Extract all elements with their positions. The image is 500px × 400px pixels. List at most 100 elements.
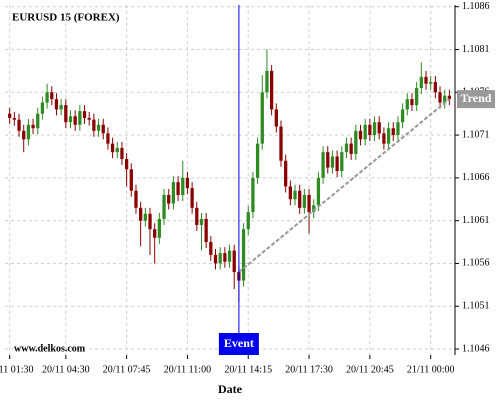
candle-body xyxy=(354,130,358,154)
candle-body xyxy=(64,105,68,123)
candle-body xyxy=(73,116,77,125)
candle-body xyxy=(129,169,133,191)
candle-body xyxy=(363,124,367,140)
event-label-box xyxy=(218,333,259,355)
candle-body xyxy=(279,126,283,161)
candle-body xyxy=(50,92,54,100)
y-tick-label: 1.1051 xyxy=(462,301,490,312)
candle-body xyxy=(8,113,12,118)
candle-body xyxy=(17,119,21,131)
candle-body xyxy=(26,124,31,140)
candle-body xyxy=(157,218,162,238)
candle-body xyxy=(269,70,274,110)
candle-body xyxy=(167,194,171,204)
candle-body xyxy=(181,177,185,195)
candle-body xyxy=(92,119,96,131)
candle-body xyxy=(120,147,124,160)
candle-body xyxy=(101,124,105,134)
candle-body xyxy=(438,92,442,103)
candle-body xyxy=(326,152,330,168)
candle-body xyxy=(358,130,363,140)
candle-body xyxy=(316,177,321,206)
candle-body xyxy=(424,76,428,84)
candle-body xyxy=(372,122,377,136)
candle-body xyxy=(307,194,311,213)
trend-label: Trend xyxy=(461,91,492,105)
x-tick-label: 20/11 11:00 xyxy=(164,364,211,375)
candle-body xyxy=(330,156,335,168)
candle-body xyxy=(335,156,339,172)
candle-body xyxy=(368,124,372,136)
x-tick-label: 20/11 01:30 xyxy=(0,364,34,375)
marks xyxy=(8,49,452,302)
candle-body xyxy=(321,152,325,178)
candle-body xyxy=(302,194,307,208)
candle-body xyxy=(134,190,138,208)
source-label: www.delkos.com xyxy=(14,343,86,354)
y-tick-label: 1.1086 xyxy=(462,1,490,12)
candle-body xyxy=(386,128,391,144)
candle-body xyxy=(396,122,400,136)
y-tick-label: 1.1071 xyxy=(462,129,490,140)
candle-body xyxy=(162,194,166,219)
candle-body xyxy=(410,99,414,106)
candle-body xyxy=(36,113,40,129)
candle-body xyxy=(87,117,91,120)
candle-body xyxy=(274,109,278,127)
candle-body xyxy=(110,143,115,153)
candle-body xyxy=(223,253,227,262)
candle-body xyxy=(349,143,353,154)
candle-body xyxy=(22,130,26,140)
candle-body xyxy=(185,177,190,189)
candle-body xyxy=(106,133,110,144)
candle-body xyxy=(31,124,35,129)
candle-body xyxy=(54,99,59,110)
x-tick-label: 20/11 17:30 xyxy=(285,364,333,375)
candle-body xyxy=(176,182,180,195)
candle-body xyxy=(68,116,73,123)
candle-body xyxy=(405,99,409,110)
candle-body xyxy=(209,242,213,255)
x-axis-label: Date xyxy=(218,382,243,396)
x-tick-label: 20/11 07:45 xyxy=(103,364,151,375)
y-tick-label: 1.1046 xyxy=(462,343,490,354)
trend-line xyxy=(238,98,451,273)
candle-body xyxy=(232,250,236,272)
candle-body xyxy=(312,205,316,213)
x-tick-label: 20/11 04:30 xyxy=(42,364,90,375)
candle-body xyxy=(115,147,119,153)
candle-body xyxy=(171,182,176,204)
candle-body xyxy=(227,250,232,262)
candle-body xyxy=(400,109,405,123)
candle-body xyxy=(241,229,246,281)
candle-body xyxy=(124,159,129,170)
candle-body xyxy=(377,122,381,134)
chart-title: EURUSD 15 (FOREX) xyxy=(12,12,120,24)
x-tick-label: 20/11 20:45 xyxy=(346,364,394,375)
candle-body xyxy=(443,95,447,103)
x-tick-label: 21/11 00:00 xyxy=(407,364,455,375)
candle-body xyxy=(340,152,344,172)
x-tick-label: 20/11 14:15 xyxy=(224,364,272,375)
candle-body xyxy=(419,76,423,89)
candle-body xyxy=(204,218,208,243)
candle-body xyxy=(199,218,204,225)
candle-body xyxy=(415,88,419,106)
candle-body xyxy=(213,254,218,264)
trend-label-box xyxy=(457,90,495,109)
candle-body xyxy=(12,117,16,120)
candle-body xyxy=(246,212,250,230)
candle-body xyxy=(40,102,45,114)
event-label: Event xyxy=(224,336,254,350)
candle-body xyxy=(139,207,143,221)
candle-body xyxy=(433,82,437,93)
candle-body xyxy=(143,213,147,221)
candle-body xyxy=(447,95,452,100)
y-tick-label: 1.1081 xyxy=(462,44,490,55)
candle-body xyxy=(429,82,433,84)
candle-body xyxy=(298,190,302,208)
candle-body xyxy=(260,92,264,144)
y-tick-label: 1.1066 xyxy=(462,172,490,183)
candle-body xyxy=(59,105,63,110)
